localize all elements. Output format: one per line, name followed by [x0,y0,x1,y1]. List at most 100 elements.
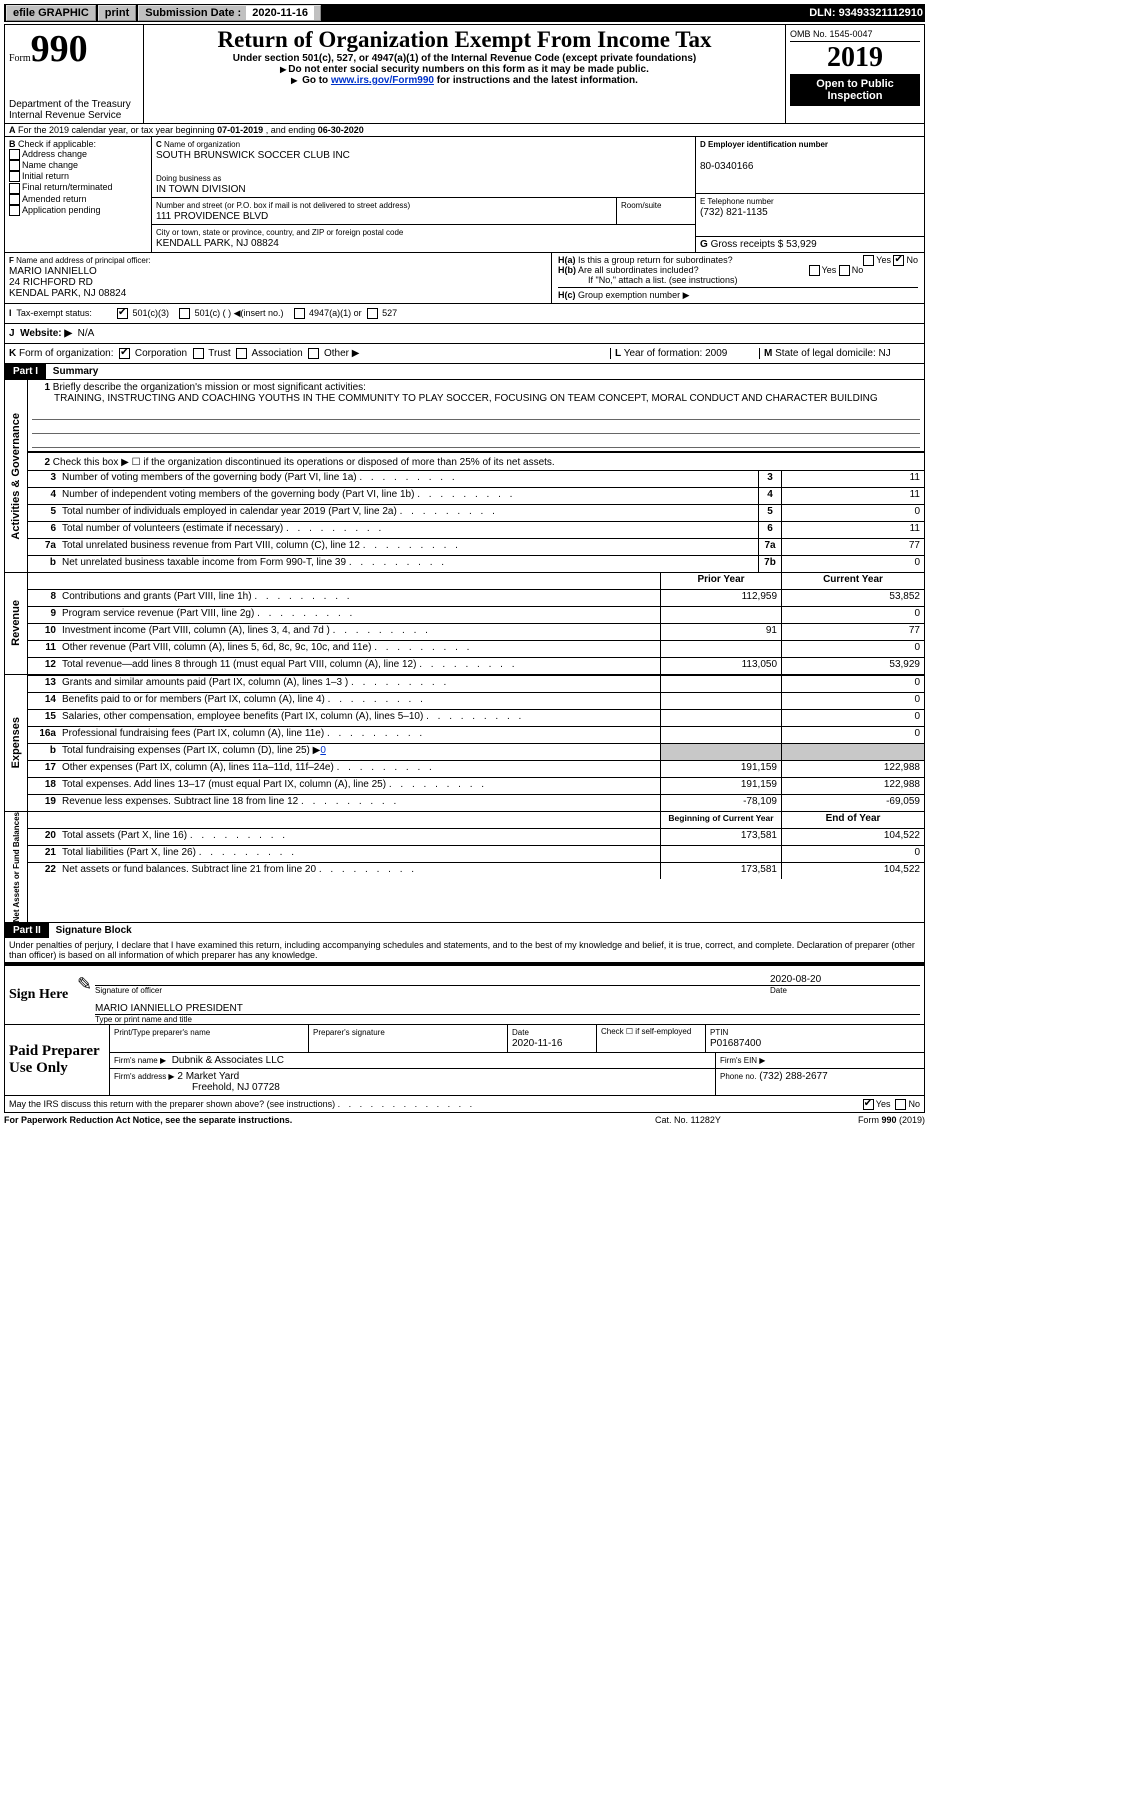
cb-527[interactable] [367,308,378,319]
prep-date: 2020-11-16 [512,1038,562,1049]
cb-discuss-yes[interactable] [863,1099,874,1110]
cb-final[interactable] [9,183,20,194]
m-val: NJ [879,348,891,359]
subtitle-1: Under section 501(c), 527, or 4947(a)(1)… [150,53,779,64]
ha-text: Is this a group return for subordinates? [578,255,733,265]
org-name: SOUTH BRUNSWICK SOCCER CLUB INC [156,150,350,161]
f-title: Name and address of principal officer: [16,256,151,265]
cb-pending[interactable] [9,205,20,216]
table-row: bNet unrelated business taxable income f… [28,555,924,572]
firm-phone: (732) 288-2677 [759,1071,827,1082]
table-row: 22Net assets or fund balances. Subtract … [28,862,924,879]
street-value: 111 PROVIDENCE BLVD [156,211,268,222]
cb-trust[interactable] [193,348,204,359]
officer-addr2: KENDAL PARK, NJ 08824 [9,288,126,299]
self-emp-label: Check ☐ if self-employed [597,1025,706,1052]
cb-other[interactable] [308,348,319,359]
opt-final: Final return/terminated [22,182,113,192]
cb-hb-yes[interactable] [809,265,820,276]
cb-amended[interactable] [9,194,20,205]
opt-501c: 501(c) ( ) [195,308,232,318]
e-label: E Telephone number [700,197,774,206]
sign-date: 2020-08-20 [770,974,920,985]
efile-label: efile GRAPHIC [6,5,96,21]
hb-label: H(b) [558,265,576,275]
sub3-pre: Go to [302,75,331,86]
blank-line [32,406,920,420]
b-note: Check if applicable: [18,139,96,149]
sub-date-label: Submission Date : [145,7,241,19]
table-row: 8Contributions and grants (Part VIII, li… [28,589,924,606]
open-inspection: Open to Public Inspection [790,74,920,106]
type-label: Type or print name and title [95,1015,920,1024]
c-label: C [156,140,162,149]
cb-name-change[interactable] [9,160,20,171]
g-text: Gross receipts $ [711,239,784,250]
prep-sig-label: Preparer's signature [313,1028,385,1037]
dln-label: DLN: [809,7,835,19]
col-end: End of Year [781,812,924,828]
cat-no: Cat. No. 11282Y [655,1115,815,1125]
cb-address-change[interactable] [9,149,20,160]
row-a: A For the 2019 calendar year, or tax yea… [5,123,924,136]
page-footer: For Paperwork Reduction Act Notice, see … [4,1113,925,1125]
box-right: D Employer identification number 80-0340… [695,137,924,252]
cb-initial[interactable] [9,171,20,182]
opt-initial: Initial return [22,171,69,181]
prep-date-label: Date [512,1028,529,1037]
table-row: 11Other revenue (Part VIII, column (A), … [28,640,924,657]
ptin-label: PTIN [710,1028,728,1037]
firm-name-label: Firm's name ▶ [114,1056,166,1065]
website-label: Website: ▶ [20,328,72,339]
irs-label: Internal Revenue Service [9,110,139,121]
opt-501c3: 501(c)(3) [133,308,170,318]
form-box: Form990 Department of the Treasury Inter… [5,25,144,123]
part-ii-label: Part II [5,923,49,938]
vlabel-rev: Revenue [10,600,22,646]
form-title: Return of Organization Exempt From Incom… [150,27,779,53]
hc-label: H(c) [558,290,576,300]
na-header: Beginning of Current Year End of Year [28,812,924,828]
officer-addr1: 24 RICHFORD RD [9,277,93,288]
vlabel-ag: Activities & Governance [10,413,22,540]
g-label: G [700,239,708,250]
discuss-row: May the IRS discuss this return with the… [4,1096,925,1113]
col-current: Current Year [781,573,924,589]
name-label: Name of organization [164,140,240,149]
table-row: 19Revenue less expenses. Subtract line 1… [28,794,924,811]
cb-4947[interactable] [294,308,305,319]
opt-527: 527 [382,308,397,318]
opt-4947: 4947(a)(1) or [309,308,362,318]
firm-addr-label: Firm's address ▶ [114,1072,175,1081]
print-button[interactable]: print [98,5,136,21]
cb-ha-no[interactable] [893,255,904,266]
street-label: Number and street (or P.O. box if mail i… [156,201,410,210]
box-i: I Tax-exempt status: [9,308,117,319]
cb-501c[interactable] [179,308,190,319]
form-frame: Form990 Department of the Treasury Inter… [4,24,925,963]
cb-ha-yes[interactable] [863,255,874,266]
cb-501c3[interactable] [117,308,128,319]
preparer-label: Paid Preparer Use Only [5,1025,109,1095]
box-b: B Check if applicable: Address change Na… [5,137,152,252]
cb-discuss-no[interactable] [895,1099,906,1110]
table-row: 9Program service revenue (Part VIII, lin… [28,606,924,623]
form-ref: Form 990 (2019) [815,1115,925,1125]
table-row: 4Number of independent voting members of… [28,487,924,504]
row-16b: b Total fundraising expenses (Part IX, c… [28,743,924,760]
m-label: M [764,348,772,359]
vlabel-exp: Expenses [10,717,22,768]
table-row: 5Total number of individuals employed in… [28,504,924,521]
phone-value: (732) 821-1135 [700,207,768,218]
cb-assoc[interactable] [236,348,247,359]
q1-num: 1 [32,382,50,393]
d-label: D Employer identification number [700,140,828,149]
instructions-link[interactable]: www.irs.gov/Form990 [331,75,434,86]
h-note: If "No," attach a list. (see instruction… [558,275,918,285]
firm-addr2: Freehold, NJ 07728 [114,1082,280,1093]
opt-pending: Application pending [22,205,101,215]
cb-corp[interactable] [119,348,130,359]
omb-number: OMB No. 1545-0047 [790,27,920,42]
cb-hb-no[interactable] [839,265,850,276]
blank-line [32,434,920,448]
